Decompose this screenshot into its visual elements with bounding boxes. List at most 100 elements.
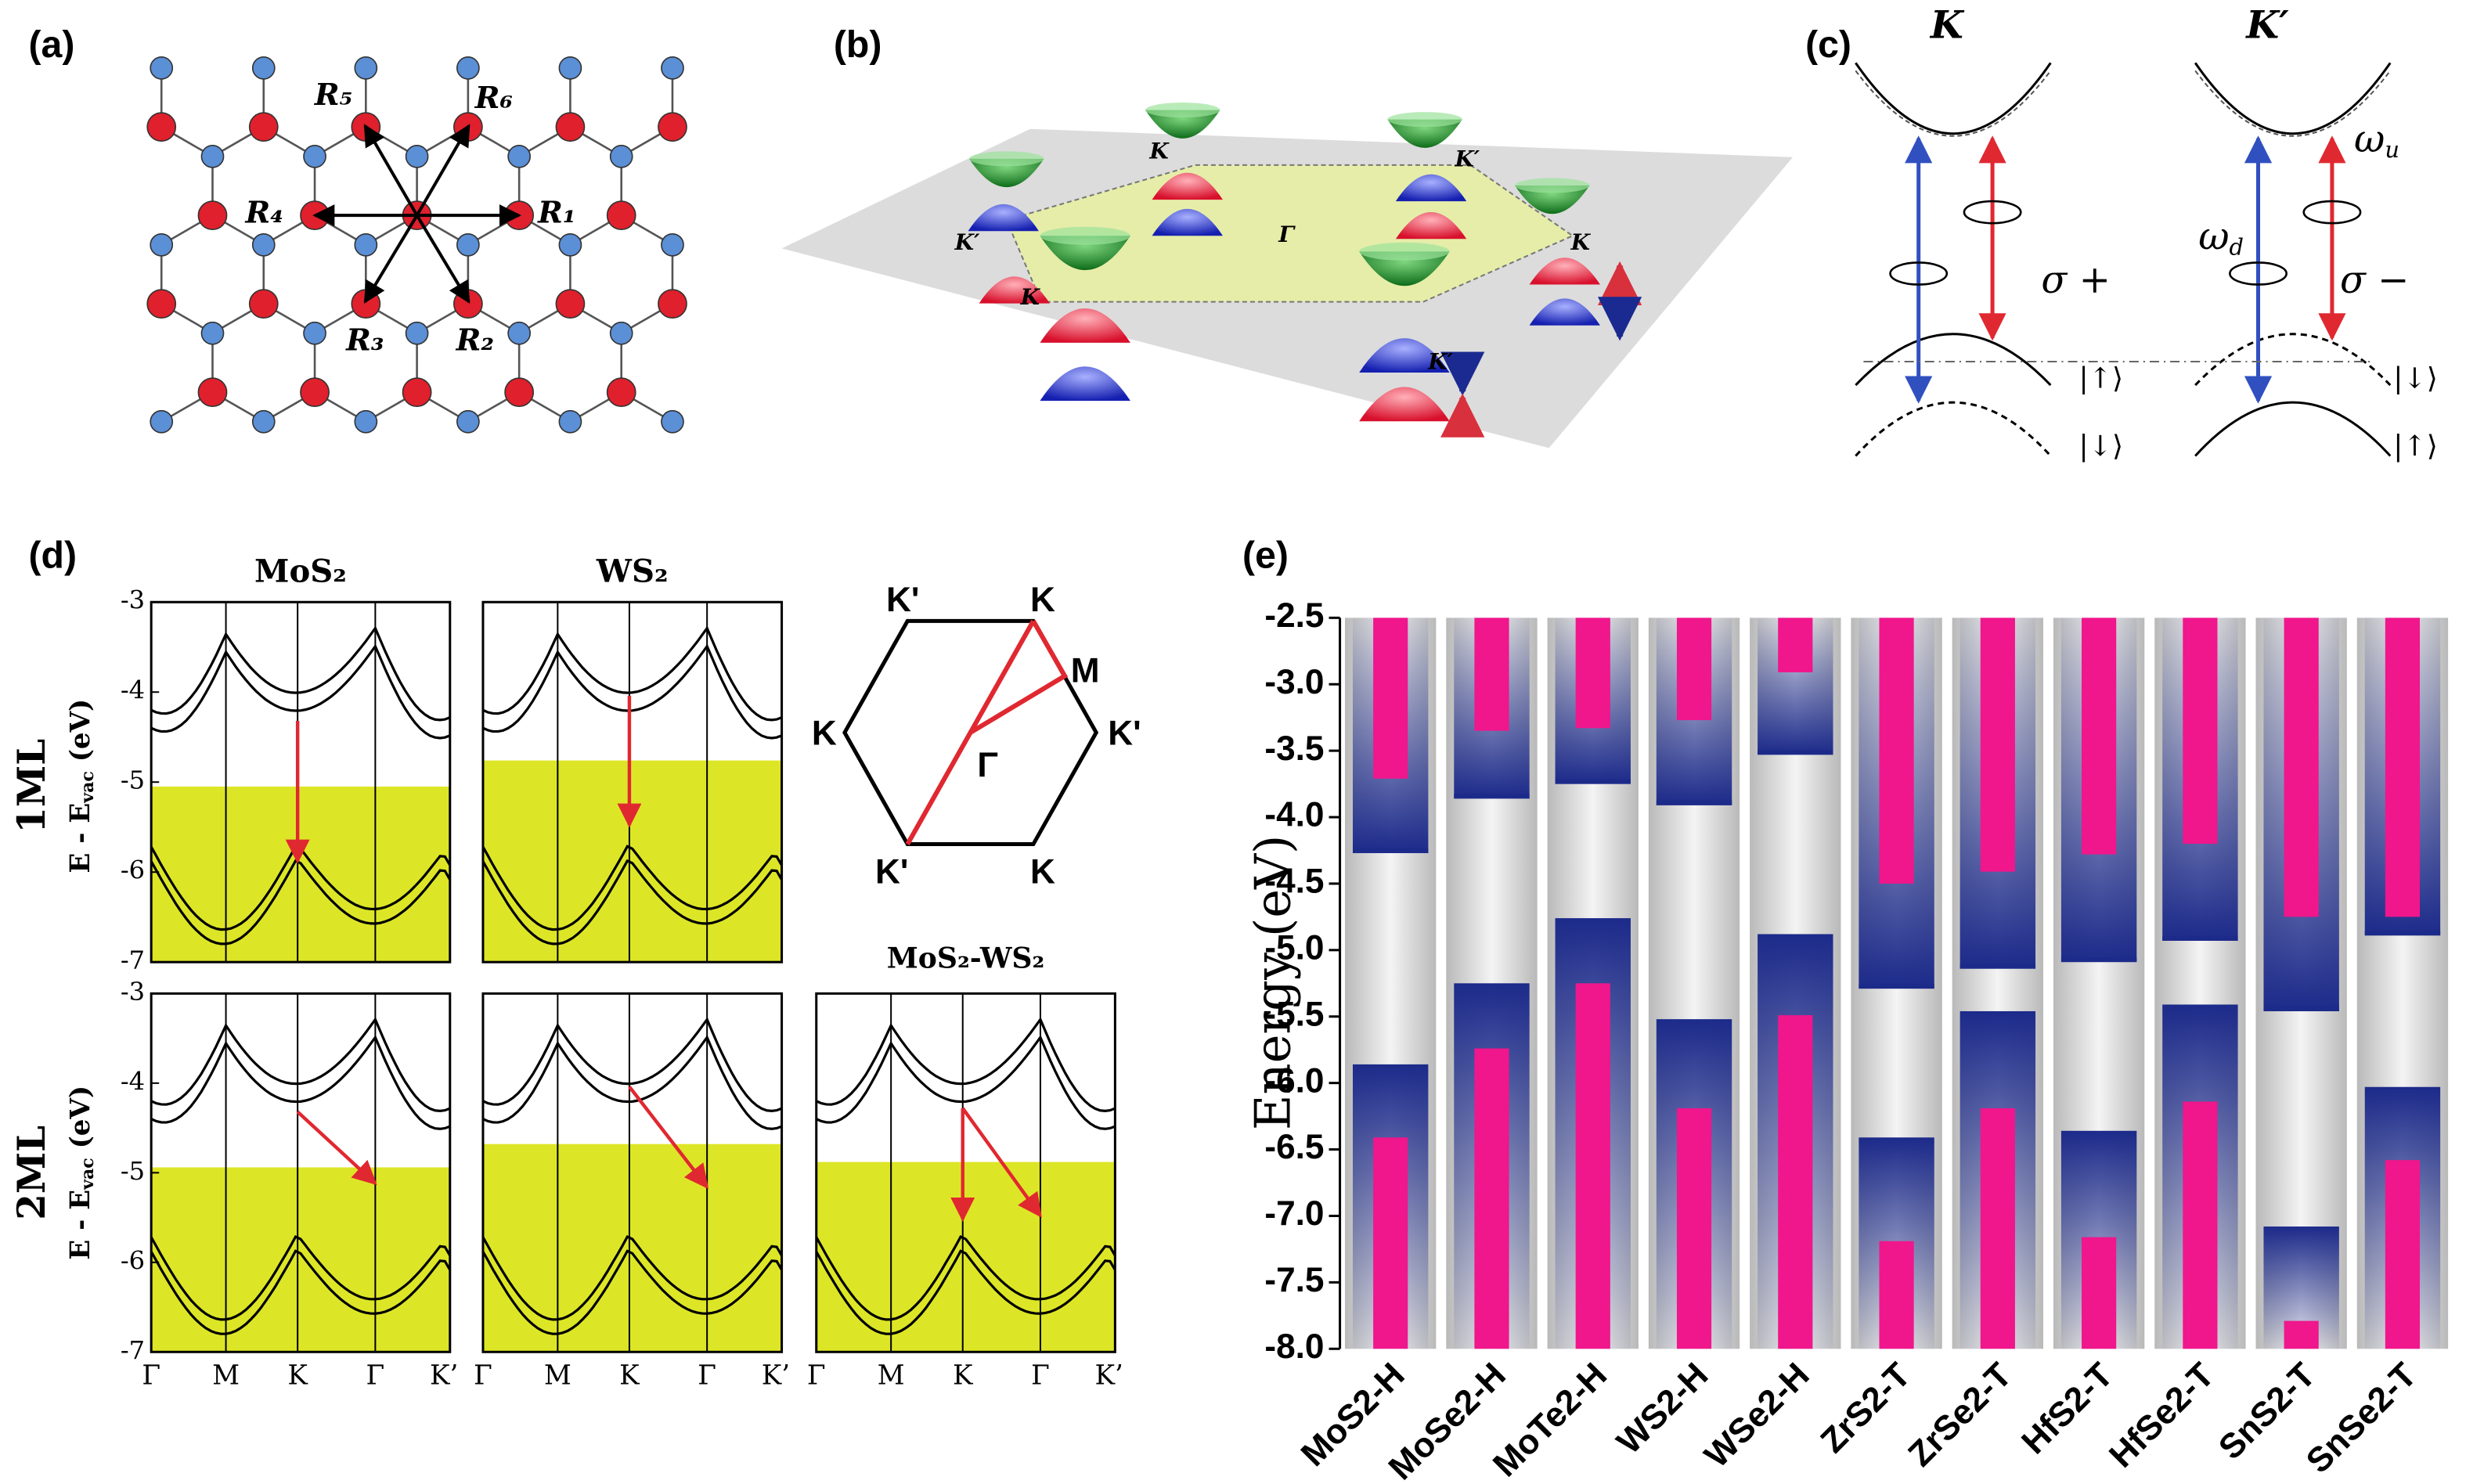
y-tick-label: -2.5 — [1264, 596, 1324, 635]
valence-band-lower — [2194, 401, 2392, 457]
spin-state: |↓⟩ — [2393, 362, 2438, 395]
conduction-band-edge — [1859, 984, 1934, 989]
x-tick-label: Γ — [698, 1360, 716, 1391]
atom — [456, 409, 480, 434]
y-tick-label: -6 — [121, 855, 145, 885]
lattice-vector — [415, 214, 470, 304]
conduction-band-edge — [1656, 800, 1732, 805]
x-tick-label: M — [878, 1360, 905, 1391]
cb-pink-bar — [2183, 618, 2218, 845]
atom — [146, 112, 177, 142]
polarization-label: σ − — [2340, 258, 2410, 302]
valley-cone — [1040, 236, 1130, 271]
atom — [558, 232, 582, 257]
column-title: MoS₂-WS₂ — [887, 942, 1045, 975]
x-tick-label: K’ — [430, 1360, 458, 1391]
atom — [658, 112, 687, 142]
band-curve — [815, 1234, 1116, 1321]
x-tick-label: ZrSe2-T — [1901, 1356, 2019, 1474]
subscript: u — [2385, 136, 2399, 163]
y-tick-label: -5.0 — [1264, 929, 1324, 967]
vb-pink-bar — [1474, 1048, 1509, 1349]
valley-cone — [1359, 338, 1450, 373]
frequency-label: ωu — [2354, 117, 2399, 163]
cone-rim — [1145, 103, 1220, 118]
band-curve — [150, 625, 451, 722]
x-tick-label: K’ — [762, 1360, 790, 1391]
atom — [452, 289, 483, 319]
x-tick-label: Γ — [142, 1360, 160, 1391]
atom — [405, 144, 429, 168]
vacuum-region — [482, 1144, 782, 1353]
cb-pink-bar — [1373, 618, 1408, 779]
atom — [251, 409, 276, 434]
valley-label: K — [1020, 284, 1041, 310]
conduction-band-edge — [1758, 750, 1833, 755]
atom — [555, 289, 586, 319]
atom — [150, 232, 174, 257]
vb-pink-bar — [1575, 983, 1610, 1349]
atom — [354, 232, 378, 257]
bz-label: K — [812, 715, 837, 753]
y-tick-label: -7.0 — [1264, 1194, 1324, 1233]
valley-label: K — [1148, 138, 1170, 164]
atom — [150, 409, 174, 434]
cb-pink-bar — [1879, 618, 1914, 884]
x-tick-label: HfSe2-T — [2102, 1356, 2222, 1475]
y-tick-label: -6.5 — [1264, 1128, 1324, 1166]
band-curve — [815, 1249, 1116, 1335]
y-tick-label: -4 — [121, 1066, 145, 1096]
transition-arrow — [628, 1086, 709, 1190]
bz-label: K' — [1108, 715, 1141, 753]
band-curve — [816, 1035, 1116, 1130]
vector-label: R₆ — [474, 80, 513, 115]
plot-frame — [481, 600, 784, 964]
valley-cone — [1359, 251, 1450, 286]
atom — [351, 289, 381, 319]
band-curve — [482, 1035, 783, 1130]
x-tick-label: M — [212, 1360, 240, 1391]
vector-label: R₄ — [245, 195, 283, 230]
atom — [197, 377, 228, 407]
y-tick-label: -3.5 — [1264, 729, 1324, 768]
symbol: ω — [2198, 214, 2229, 258]
label-part: E - E — [65, 803, 96, 873]
valley-cone — [1529, 298, 1600, 326]
vb-pink-bar — [1676, 1108, 1712, 1349]
y-tick-label: -4.0 — [1264, 796, 1324, 834]
atom — [658, 289, 687, 319]
vector-label: R₂ — [456, 322, 494, 357]
plot-frame — [815, 992, 1116, 1353]
column-title: MoS₂ — [254, 553, 347, 590]
y-axis-label: E - Evac (eV) — [65, 699, 98, 873]
atom — [456, 56, 480, 80]
atom — [354, 56, 378, 80]
transition-arrow — [961, 1107, 1042, 1218]
valley-label: K′ — [1454, 146, 1480, 171]
atom — [555, 112, 586, 142]
panel-label: (e) — [1242, 535, 1289, 577]
cone-rim — [1515, 178, 1590, 193]
y-tick-label: -5 — [121, 1156, 145, 1186]
y-tick-label: -7 — [121, 1335, 145, 1365]
valley-cone — [968, 204, 1039, 232]
vector-label: R₃ — [345, 322, 384, 357]
vb-pink-bar — [1879, 1241, 1914, 1349]
y-tick-label: -8.0 — [1264, 1327, 1324, 1366]
y-tick-label: -5.5 — [1264, 995, 1324, 1033]
x-tick-label: M — [544, 1360, 571, 1391]
label-sub: vac — [78, 1158, 98, 1190]
band-curve — [481, 1249, 783, 1335]
conduction-band-edge — [1555, 779, 1631, 784]
x-tick-label: K’ — [1095, 1360, 1123, 1391]
vacuum-region — [151, 786, 450, 963]
row-label: 2ML — [10, 1126, 54, 1220]
atom — [200, 144, 225, 168]
cb-pink-bar — [2284, 618, 2319, 917]
band-curve — [816, 1017, 1116, 1113]
polarization — [1963, 200, 2022, 225]
frequency-label: ωd — [2198, 214, 2244, 261]
atom — [248, 289, 279, 319]
spin-state: |↓⟩ — [2079, 429, 2124, 463]
conduction-band-edge — [2060, 957, 2137, 963]
